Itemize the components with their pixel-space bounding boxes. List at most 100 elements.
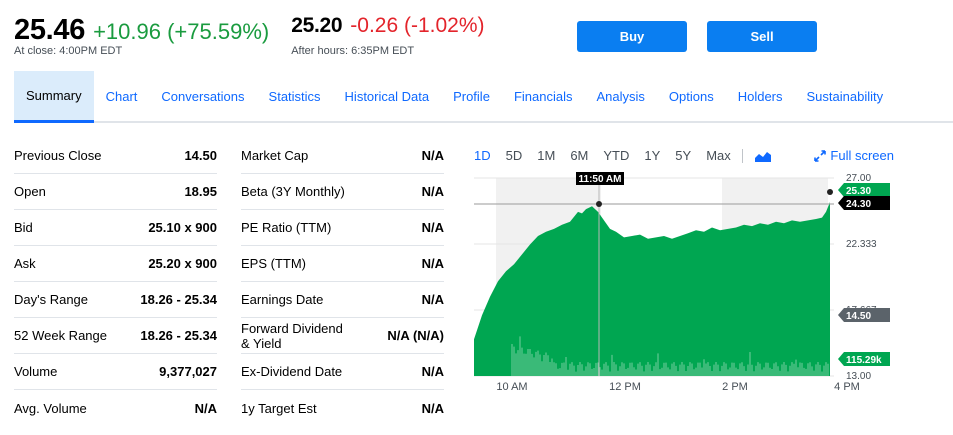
stat-value: N/A: [421, 364, 444, 379]
quote-nav-tabs: Summary Chart Conversations Statistics Histo…: [14, 71, 953, 123]
stat-label: Volume: [14, 364, 58, 379]
x-tick-label: 4 PM: [834, 381, 860, 393]
stat-value: N/A: [421, 400, 444, 416]
stat-row: Earnings Date N/A: [241, 282, 444, 318]
stat-row: Day's Range 18.26 - 25.34: [14, 282, 217, 318]
stat-label: EPS (TTM): [241, 256, 306, 271]
current-price: 25.46: [14, 14, 86, 46]
range-6m[interactable]: 6M: [570, 148, 589, 163]
y-tick-label: 27.00: [846, 173, 871, 184]
y-tick-label: 22.333: [846, 239, 877, 250]
stat-row: Volume 9,377,027: [14, 354, 217, 390]
volume-bars: [511, 336, 829, 376]
stat-label: Day's Range: [14, 292, 89, 307]
stat-label: Ex-Dividend Date: [241, 364, 343, 379]
stat-label: Previous Close: [14, 148, 102, 163]
left-stats-table: Previous Close 14.50 Open 18.95 Bid 25.10 x 9…: [14, 138, 217, 426]
stat-value: N/A: [421, 148, 444, 163]
stat-value: N/A: [421, 220, 444, 235]
range-5y[interactable]: 5Y: [675, 148, 692, 163]
after-hours-change: -0.26 (-1.02%): [350, 14, 485, 37]
previous-close-tag: 14.50: [838, 308, 890, 322]
tab-statistics[interactable]: Statistics: [268, 88, 321, 104]
tab-profile[interactable]: Profile: [453, 88, 490, 104]
stat-label: PE Ratio (TTM): [241, 220, 332, 235]
tab-sustainability[interactable]: Sustainability: [806, 88, 884, 104]
stat-label: Earnings Date: [241, 292, 324, 307]
hover-point: [596, 201, 602, 207]
full-screen-link[interactable]: Full screen: [814, 148, 894, 163]
y-tick-label: 13.00: [846, 371, 871, 382]
stat-value: N/A: [421, 184, 444, 199]
stat-row: Ex-Dividend Date N/A: [241, 354, 444, 390]
x-tick-label: 2 PM: [722, 381, 748, 393]
stat-value: 9,377,027: [159, 364, 217, 379]
stat-value: 18.26 - 25.34: [140, 292, 217, 307]
stat-label: 1y Target Est: [241, 400, 317, 416]
range-1d[interactable]: 1D: [474, 148, 491, 163]
close-quote: 25.46 +10.96 (+75.59%) At close: 4:00PM …: [14, 14, 269, 57]
svg-text:115.29k: 115.29k: [846, 355, 882, 366]
mid-stats-table: Market Cap N/A Beta (3Y Monthly) N/A PE Rati…: [241, 138, 444, 426]
tab-options[interactable]: Options: [668, 88, 714, 104]
range-1y[interactable]: 1Y: [644, 148, 661, 163]
range-1m[interactable]: 1M: [537, 148, 556, 163]
last-point: [827, 189, 833, 195]
stat-row: 1y Target Est N/A: [241, 390, 444, 426]
stat-value: N/A: [421, 256, 444, 271]
svg-text:25.30: 25.30: [846, 186, 871, 197]
tab-historical-data[interactable]: Historical Data: [344, 88, 430, 104]
price-change: +10.96 (+75.59%): [93, 19, 270, 44]
x-tick-label: 10 AM: [496, 381, 527, 393]
stat-label: 52 Week Range: [14, 328, 107, 343]
chart-canvas[interactable]: 11:50 AM27.0022.33317.66713.0025.3024.30…: [474, 138, 953, 398]
stat-label: Ask: [14, 256, 36, 271]
stat-value: 25.20 x 900: [148, 256, 217, 271]
volume-tag: 115.29k: [838, 352, 890, 366]
x-tick-label: 12 PM: [609, 381, 641, 393]
tab-chart[interactable]: Chart: [105, 88, 138, 104]
price-area: [474, 202, 830, 376]
expand-icon: [814, 149, 827, 162]
tab-analysis[interactable]: Analysis: [596, 88, 645, 104]
stat-label: Forward Dividend & Yield: [241, 320, 343, 351]
stat-value: 25.10 x 900: [148, 220, 217, 235]
stat-row: Previous Close 14.50: [14, 138, 217, 174]
price-chart: 1D 5D 1M 6M YTD 1Y 5Y Max Full screen 11:50 AM 2…: [474, 138, 953, 398]
stat-row: Avg. Volume N/A: [14, 390, 217, 426]
stat-row: Open 18.95: [14, 174, 217, 210]
mountain-chart-icon[interactable]: [754, 150, 771, 162]
tab-financials[interactable]: Financials: [513, 88, 573, 104]
svg-text:24.30: 24.30: [846, 199, 871, 210]
stat-row: Market Cap N/A: [241, 138, 444, 174]
stat-value: 18.26 - 25.34: [140, 328, 217, 343]
stat-value: 14.50: [184, 148, 217, 163]
stat-label: Beta (3Y Monthly): [241, 184, 345, 199]
sell-button[interactable]: Sell: [707, 21, 817, 52]
range-ytd[interactable]: YTD: [603, 148, 630, 163]
stat-value: N/A: [421, 292, 444, 307]
range-5d[interactable]: 5D: [505, 148, 523, 163]
full-screen-label: Full screen: [830, 148, 894, 163]
hover-time-tag: [576, 172, 624, 185]
last-price-tag: 25.30: [838, 183, 890, 197]
stat-row: EPS (TTM) N/A: [241, 246, 444, 282]
after-hours-price: 25.20: [291, 14, 343, 37]
tab-summary[interactable]: Summary: [14, 71, 94, 123]
tab-holders[interactable]: Holders: [737, 88, 783, 104]
stat-label: Open: [14, 184, 46, 199]
quote-header: 25.46 +10.96 (+75.59%) At close: 4:00PM …: [14, 14, 507, 57]
stat-label: Avg. Volume: [14, 400, 87, 416]
range-divider: [741, 148, 743, 163]
tab-conversations[interactable]: Conversations: [161, 88, 245, 104]
stat-label: Bid: [14, 220, 33, 235]
buy-button[interactable]: Buy: [577, 21, 687, 52]
stat-row: PE Ratio (TTM) N/A: [241, 210, 444, 246]
hover-price-tag: 24.30: [838, 196, 890, 210]
stat-row: 52 Week Range 18.26 - 25.34: [14, 318, 217, 354]
stat-row: Forward Dividend & Yield N/A (N/A): [241, 318, 444, 354]
stat-row: Ask 25.20 x 900: [14, 246, 217, 282]
stat-value: 18.95: [184, 184, 217, 199]
range-max[interactable]: Max: [706, 148, 731, 163]
after-hours-time: After hours: 6:35PM EDT: [291, 45, 415, 57]
